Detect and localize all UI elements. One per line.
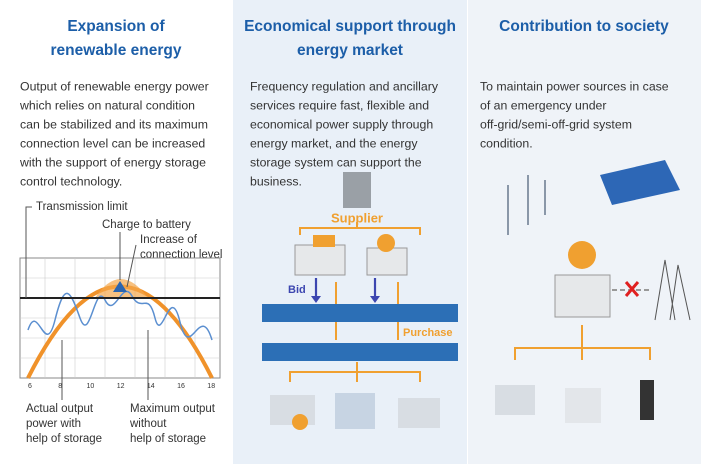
column-body: energy market, and the energy xyxy=(250,136,418,150)
column-body: control technology. xyxy=(20,174,122,188)
x-tick-label: 18 xyxy=(207,383,215,390)
column-body: condition. xyxy=(480,136,533,150)
car xyxy=(292,414,308,430)
phone xyxy=(640,380,654,420)
x-tick-label: 14 xyxy=(147,383,155,390)
column-body: Frequency regulation and ancillary xyxy=(250,79,439,93)
chart-label: without xyxy=(129,418,167,430)
column-body: with the support of energy storage xyxy=(19,155,206,169)
column-body: business. xyxy=(250,174,302,188)
text-layer: Expansion of renewable energy Output of re… xyxy=(19,18,669,445)
column-title: renewable energy xyxy=(51,42,182,59)
consumer-office xyxy=(335,393,375,429)
x-tick-label: 10 xyxy=(87,383,95,390)
storage-facility xyxy=(554,274,611,318)
gas-station xyxy=(495,385,535,415)
consumer-store xyxy=(398,398,440,428)
panel xyxy=(233,0,467,464)
bracket xyxy=(299,222,421,235)
x-tick-label: 16 xyxy=(177,383,185,390)
chart-grid xyxy=(20,258,220,378)
panel xyxy=(0,0,232,464)
column-body: economical power supply through xyxy=(250,117,433,131)
pylons xyxy=(654,259,691,321)
column-body: which relies on natural condition xyxy=(19,98,195,112)
column-body: connection level can be increased xyxy=(20,136,205,150)
chart-label: Transmission limit xyxy=(36,201,128,213)
column-body: Output of renewable energy power xyxy=(20,79,209,93)
column-body: services require fast, flexible and xyxy=(250,98,429,112)
arrow-head xyxy=(311,296,321,303)
output-chart xyxy=(19,206,221,400)
market-diagram xyxy=(262,172,458,430)
disconnect-mark xyxy=(624,281,640,297)
hospital xyxy=(565,388,601,423)
leader xyxy=(25,206,32,298)
bid-label: Bid xyxy=(288,284,306,296)
chart-label: help of storage xyxy=(26,433,102,445)
column-title: energy market xyxy=(297,42,403,59)
column-title: Economical support through xyxy=(244,18,456,35)
chart-label: Actual output xyxy=(26,403,94,415)
x-tick-label: 12 xyxy=(117,383,125,390)
ems-facility xyxy=(294,244,346,276)
chart-label: power with xyxy=(26,418,81,430)
supplier-building xyxy=(343,172,371,208)
x-tick-label: 8 xyxy=(58,383,62,390)
marker xyxy=(113,281,127,292)
solar-panel xyxy=(600,160,680,205)
chart-label: Maximum output xyxy=(130,403,216,415)
power-plant xyxy=(366,247,408,276)
purchase-label: Purchase xyxy=(403,327,453,339)
grid-operator-bar xyxy=(262,343,458,361)
column-title: Expansion of xyxy=(67,18,165,35)
chart-label: Charge to battery xyxy=(102,219,191,231)
chart-label: Increase of xyxy=(140,234,198,246)
power-icon xyxy=(377,234,395,252)
column-body: To maintain power sources in case xyxy=(480,79,669,93)
offgrid-diagram xyxy=(495,160,691,423)
arrow-head xyxy=(370,296,380,303)
supplier-label: Supplier xyxy=(331,210,383,225)
wind-turbines xyxy=(507,175,546,235)
column-body: of an emergency under xyxy=(480,98,606,112)
column-body: storage system can support the xyxy=(250,155,422,169)
column-body: can be stabilized and its maximum xyxy=(20,117,208,131)
distribution-lines xyxy=(514,325,651,360)
chart-label: help of storage xyxy=(130,433,206,445)
energy-market-bar xyxy=(262,304,458,322)
power-icon xyxy=(568,241,596,269)
x-tick-label: 6 xyxy=(28,383,32,390)
column-title: Contribution to society xyxy=(499,18,669,35)
leader xyxy=(126,244,137,288)
ems-badge xyxy=(313,235,335,247)
column-body: off-grid/semi-off-grid system xyxy=(480,117,632,131)
